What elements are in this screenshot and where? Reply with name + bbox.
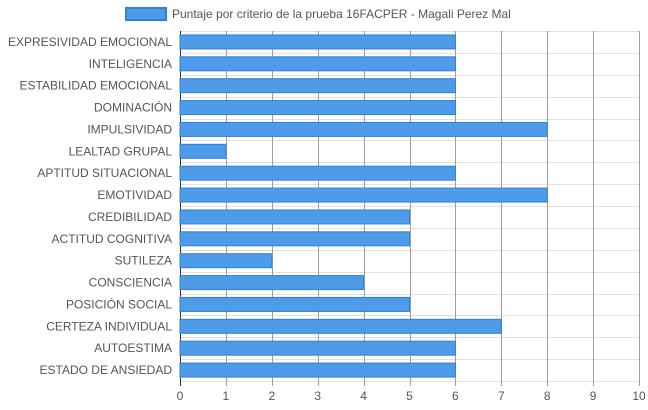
category-axis: EXPRESIVIDAD EMOCIONAL INTELIGENCIA ESTABI… [8, 35, 172, 377]
bar[interactable] [179, 121, 548, 137]
legend-label: Puntaje por criterio de la prueba 16FACP… [172, 7, 511, 21]
category-label: EXPRESIVIDAD EMOCIONAL [8, 35, 172, 49]
bar[interactable] [179, 340, 456, 356]
category-label: ESTABILIDAD EMOCIONAL [20, 79, 173, 93]
bar[interactable] [179, 362, 456, 378]
x-tick-label: 2 [268, 389, 275, 403]
legend-swatch [125, 7, 167, 21]
bars [179, 34, 548, 378]
x-tick-label: 4 [360, 389, 367, 403]
x-tick-label: 1 [223, 389, 230, 403]
x-tick-label: 10 [632, 389, 646, 403]
bar[interactable] [179, 34, 456, 50]
category-label: INTELIGENCIA [89, 57, 172, 71]
bar[interactable] [179, 231, 410, 247]
x-tick-label: 7 [498, 389, 505, 403]
x-tick-label: 3 [314, 389, 321, 403]
category-label: APTITUD SITUACIONAL [37, 166, 172, 180]
category-label: AUTOESTIMA [94, 341, 172, 355]
bar[interactable] [179, 165, 456, 181]
category-label: EMOTIVIDAD [97, 188, 172, 202]
legend[interactable]: Puntaje por criterio de la prueba 16FACP… [125, 7, 511, 21]
x-tick-label: 8 [544, 389, 551, 403]
category-label: ACTITUD COGNITIVA [52, 232, 172, 246]
category-label: LEALTAD GRUPAL [69, 144, 173, 158]
bar[interactable] [179, 275, 365, 291]
bar[interactable] [179, 100, 456, 116]
bar[interactable] [179, 318, 502, 334]
category-label: CREDIBILIDAD [88, 210, 172, 224]
bar[interactable] [179, 209, 410, 225]
category-label: IMPULSIVIDAD [87, 122, 172, 136]
bar[interactable] [179, 56, 456, 72]
bar[interactable] [179, 78, 456, 94]
category-label: CONSCIENCIA [89, 276, 172, 290]
x-tick-label: 9 [590, 389, 597, 403]
x-tick-label: 0 [177, 389, 184, 403]
x-tick-label: 6 [452, 389, 459, 403]
bar[interactable] [179, 187, 548, 203]
bar[interactable] [179, 143, 227, 159]
category-label: DOMINACIÓN [94, 100, 172, 115]
value-axis: 0 1 2 3 4 5 6 7 8 9 10 [177, 389, 646, 403]
bar[interactable] [179, 296, 410, 312]
bar[interactable] [179, 253, 273, 269]
x-tick-label: 5 [406, 389, 413, 403]
category-label: ESTADO DE ANSIEDAD [40, 363, 173, 377]
category-label: CERTEZA INDIVIDUAL [46, 319, 172, 333]
category-label: POSICIÓN SOCIAL [66, 296, 172, 311]
category-label: SUTILEZA [115, 254, 172, 268]
